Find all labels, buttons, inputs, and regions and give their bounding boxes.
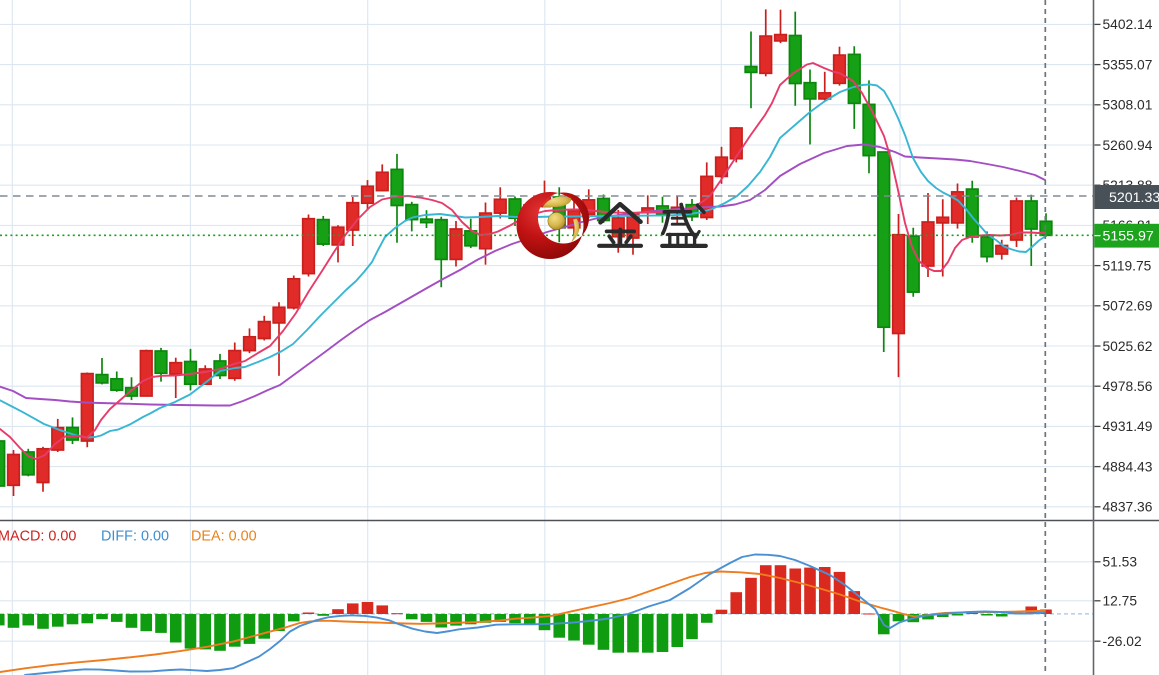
svg-text:5201.33: 5201.33 <box>1109 190 1159 206</box>
svg-text:-26.02: -26.02 <box>1103 634 1142 649</box>
svg-text:51.53: 51.53 <box>1103 555 1138 570</box>
svg-text:5260.94: 5260.94 <box>1103 138 1153 153</box>
svg-text:5402.14: 5402.14 <box>1103 17 1153 32</box>
svg-text:DEA: 0.00: DEA: 0.00 <box>191 529 257 545</box>
svg-text:5308.01: 5308.01 <box>1103 98 1153 113</box>
svg-text:5072.69: 5072.69 <box>1103 299 1153 314</box>
svg-text:4837.36: 4837.36 <box>1103 500 1153 515</box>
svg-text:MACD: 0.00: MACD: 0.00 <box>0 529 76 545</box>
svg-text:4931.49: 4931.49 <box>1103 419 1153 434</box>
svg-text:DIFF: 0.00: DIFF: 0.00 <box>101 529 169 545</box>
svg-text:12.75: 12.75 <box>1103 594 1138 609</box>
svg-text:5025.62: 5025.62 <box>1103 339 1153 354</box>
svg-text:5355.07: 5355.07 <box>1103 57 1153 72</box>
svg-text:4884.43: 4884.43 <box>1103 459 1153 474</box>
svg-text:5119.75: 5119.75 <box>1103 258 1152 273</box>
svg-text:5155.97: 5155.97 <box>1103 229 1154 245</box>
svg-text:4978.56: 4978.56 <box>1103 379 1153 394</box>
